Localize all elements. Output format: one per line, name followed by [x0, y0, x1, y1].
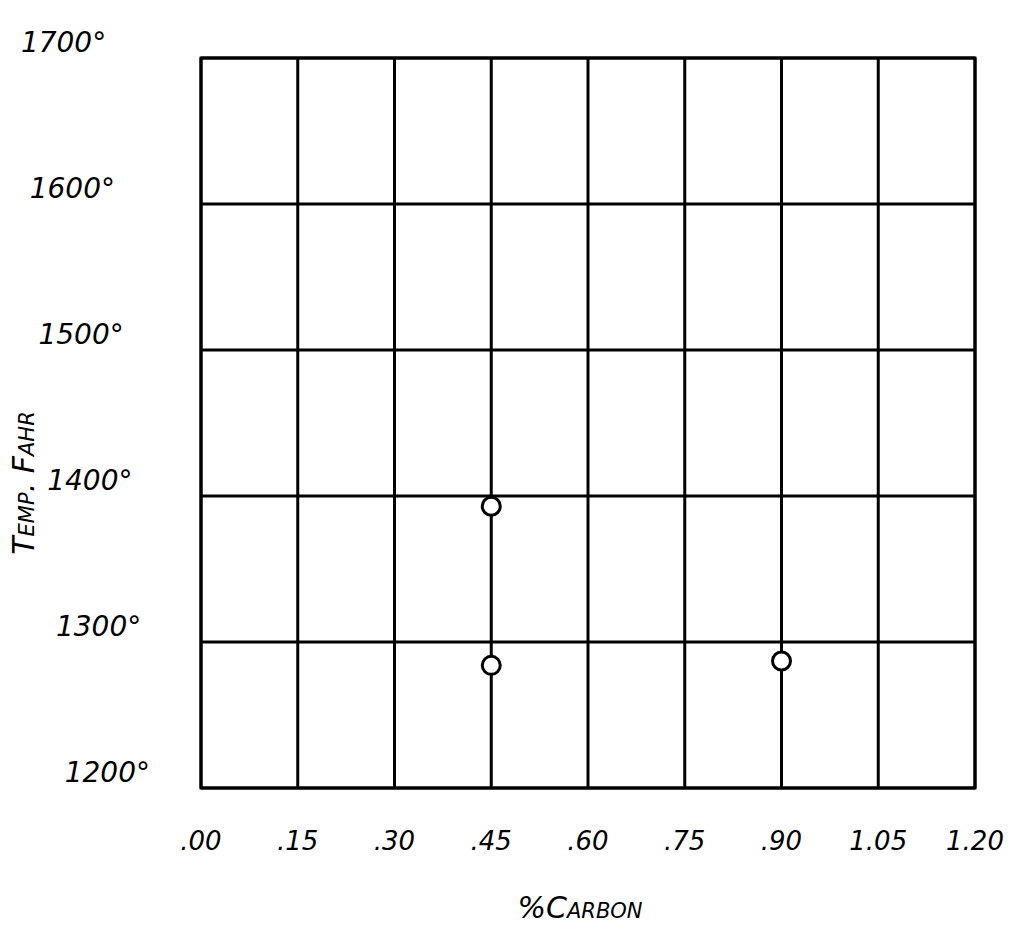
y-grid-line: [201, 787, 975, 790]
y-grid-line: [201, 641, 975, 644]
x-grid-line: [780, 58, 783, 788]
points: [482, 497, 790, 674]
data-point: [773, 652, 791, 670]
y-grid-line: [201, 203, 975, 206]
x-tick-label: .15: [277, 826, 318, 856]
data-point: [482, 497, 500, 515]
y-grid-line: [201, 57, 975, 60]
y-axis-title: Temp. Fahr: [6, 411, 41, 554]
x-tick-label: 1.20: [946, 826, 1004, 856]
x-tick-label: .00: [180, 826, 221, 856]
y-tick-label: 1300°: [56, 610, 141, 643]
x-grid-line: [683, 58, 686, 788]
plot-frame: [201, 58, 975, 788]
x-tick-label: .30: [374, 826, 415, 856]
y-tick-label: 1400°: [47, 464, 132, 497]
x-grid-line: [587, 58, 590, 788]
y-tick-label: 1200°: [65, 756, 150, 789]
x-grid-line: [393, 58, 396, 788]
y-tick-label: 1600°: [30, 172, 115, 205]
y-grid-line: [201, 349, 975, 352]
chart: .00 .15 .30 .45 .60 .75 .90 1.05 1.20 1200° 1300° 1…: [0, 0, 1021, 941]
y-tick-label: 1700°: [21, 26, 106, 59]
x-tick-label: .45: [471, 826, 512, 856]
x-grid-line: [877, 58, 880, 788]
x-tick-label: .60: [567, 826, 608, 856]
x-tick-label: .75: [664, 826, 705, 856]
x-grid-line: [200, 58, 203, 788]
data-point: [482, 656, 500, 674]
x-grid-line: [490, 58, 493, 788]
x-tick-label: 1.05: [849, 826, 907, 856]
x-grid-line: [296, 58, 299, 788]
x-axis-title: %Carbon: [517, 890, 642, 925]
y-grid-line: [201, 495, 975, 498]
x-tick-label: .90: [761, 826, 802, 856]
y-tick-label: 1500°: [38, 318, 123, 351]
x-grid-line: [974, 58, 977, 788]
